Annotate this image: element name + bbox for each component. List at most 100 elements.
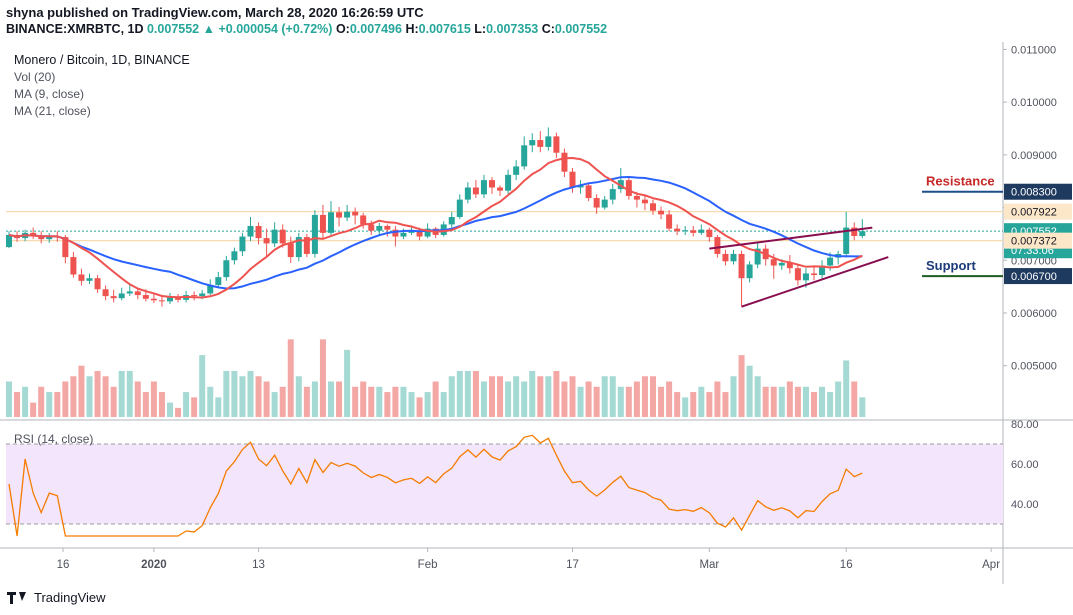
candle-body [472, 187, 479, 195]
price-chart[interactable]: 0.0110000.0100000.0090000.0080000.007000… [0, 42, 1073, 584]
volume-bar [666, 381, 673, 417]
volume-bar [754, 376, 761, 417]
candle-body [851, 227, 858, 237]
volume-bar [247, 370, 254, 417]
candle-body [521, 145, 528, 167]
volume-bar [529, 370, 536, 417]
volume-bar [593, 386, 600, 417]
candle-body [682, 230, 689, 232]
volume-bar [78, 365, 85, 417]
candle-body [311, 214, 318, 254]
candle-body [802, 273, 809, 281]
volume-bar [424, 392, 431, 417]
volume-bar [480, 381, 487, 417]
open-label: O: [335, 22, 350, 36]
candle-body [553, 136, 560, 153]
volume-bar [561, 381, 568, 417]
volume-bar [505, 381, 512, 417]
candle-body [207, 285, 214, 294]
tradingview-logo-icon [7, 591, 26, 604]
time-tick-label: 2020 [141, 559, 167, 571]
price-axis-label-bg [1004, 232, 1072, 249]
candle-body [827, 257, 834, 266]
candle-body [633, 195, 640, 200]
low-value: 0.007353 [486, 22, 539, 36]
close-label: C: [541, 22, 555, 36]
candle-body [142, 295, 149, 299]
candle-body [215, 277, 222, 286]
candle-body [690, 230, 697, 233]
volume-bar [730, 376, 737, 417]
volume-bar [352, 386, 359, 417]
volume-bar [150, 381, 157, 417]
candle-body [811, 273, 817, 276]
candle-body [529, 140, 536, 146]
candle-body [569, 171, 576, 188]
volume-bar [786, 381, 793, 417]
volume-bar [706, 392, 713, 417]
volume-bar [118, 370, 125, 417]
volume-bar [811, 392, 817, 417]
volume-bar [46, 392, 53, 417]
volume-bar [617, 386, 624, 417]
resistance-label: Resistance [926, 174, 995, 189]
tradingview-logo[interactable]: TradingView [6, 590, 106, 605]
volume-bar [674, 392, 681, 417]
volume-bar [311, 381, 318, 417]
price-tick-label: 0.007000 [1011, 255, 1057, 267]
candle-body [384, 225, 391, 230]
high-value: 0.007615 [418, 22, 471, 36]
volume-bar [835, 381, 842, 417]
rsi-tick-label: 60.00 [1011, 459, 1039, 471]
volume-bar [295, 376, 302, 417]
volume-bar [384, 392, 391, 417]
volume-bar [328, 381, 334, 417]
legend-volume: Vol (20) [14, 70, 56, 84]
volume-bar [303, 386, 310, 417]
price-axis-label: 0.008300 [1011, 187, 1057, 199]
price-axis-label-bg [1004, 268, 1072, 285]
time-tick-label: 13 [252, 559, 265, 571]
candle-body [360, 215, 367, 225]
candle-body [344, 211, 351, 218]
volume-bar [521, 381, 528, 417]
volume-bar [142, 392, 149, 417]
candle-body [786, 262, 793, 269]
candle-body [158, 300, 165, 302]
rsi-tick-label: 40.00 [1011, 499, 1039, 511]
volume-bar [633, 381, 640, 417]
volume-bar [344, 349, 351, 417]
volume-bar [6, 381, 12, 417]
price-axis-label: 0.006700 [1011, 271, 1057, 283]
candle-body [601, 199, 608, 208]
candle-body [819, 265, 826, 276]
candle-body [843, 227, 850, 254]
volume-bar [376, 386, 383, 417]
volume-bar [851, 381, 858, 417]
volume-bar [336, 381, 343, 417]
volume-bar [175, 407, 182, 417]
candle-body [609, 189, 616, 200]
candle-body [408, 230, 415, 233]
volume-bar [271, 392, 278, 417]
volume-bar [722, 392, 729, 417]
candle-body [38, 236, 45, 240]
volume-bar [231, 370, 238, 417]
time-tick-label: Feb [418, 559, 438, 571]
volume-bar [778, 386, 785, 417]
close-value: 0.007552 [554, 22, 608, 36]
candle-body [794, 268, 801, 281]
candle-body [102, 289, 109, 297]
candle-body [319, 214, 326, 233]
candle-body [46, 236, 53, 240]
volume-bar [14, 392, 21, 417]
candle-body [247, 225, 254, 237]
high-label: H: [405, 22, 419, 36]
candle-body [561, 152, 568, 172]
candle-body [110, 296, 117, 299]
time-tick-label: 16 [57, 559, 70, 571]
open-value: 0.007496 [349, 22, 402, 36]
candle-body [86, 278, 93, 281]
low-label: L: [474, 22, 487, 36]
legend-title: Monero / Bitcoin, 1D, BINANCE [14, 53, 190, 67]
